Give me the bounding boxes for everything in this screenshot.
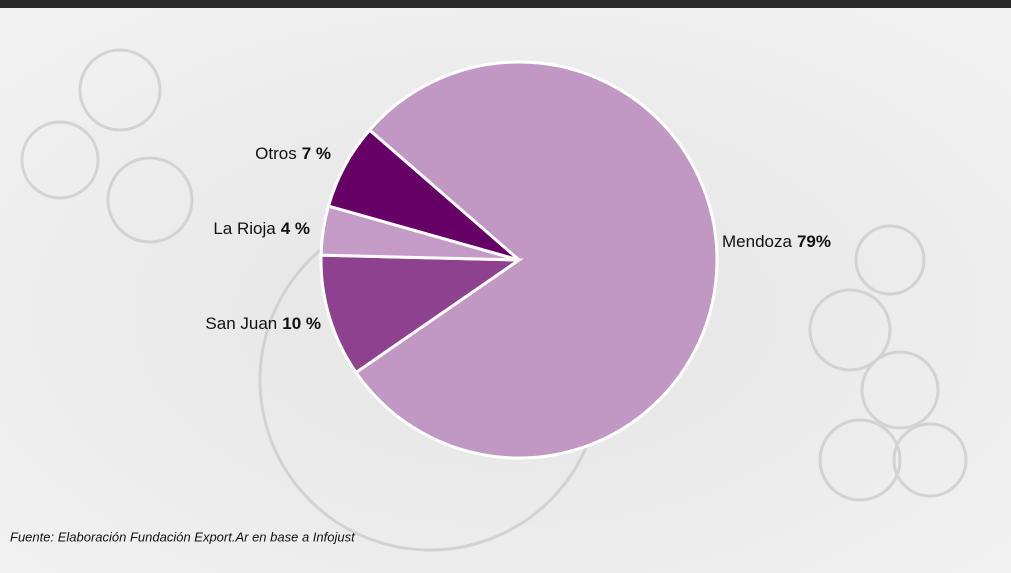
- value-label: 79%: [797, 232, 831, 251]
- category-name: La Rioja: [213, 219, 276, 238]
- slice-label: Mendoza 79%: [722, 232, 831, 251]
- category-name: Otros: [255, 144, 297, 163]
- slice-label: La Rioja 4 %: [213, 219, 310, 238]
- pie-slice: [353, 60, 719, 460]
- value-label: 10 %: [282, 314, 321, 333]
- value-label: 7 %: [302, 144, 331, 163]
- value-label: 4 %: [281, 219, 310, 238]
- category-name: San Juan: [205, 314, 277, 333]
- background-art: [20, 48, 968, 552]
- slice-label: San Juan 10 %: [205, 314, 321, 333]
- slice-label: Otros 7 %: [255, 144, 331, 163]
- pie-slice: [326, 127, 520, 262]
- top-bar: [0, 0, 1011, 8]
- category-name: Mendoza: [722, 232, 792, 251]
- pie-slice: [319, 253, 524, 375]
- source-note: Fuente: Elaboración Fundación Export.Ar …: [10, 529, 356, 544]
